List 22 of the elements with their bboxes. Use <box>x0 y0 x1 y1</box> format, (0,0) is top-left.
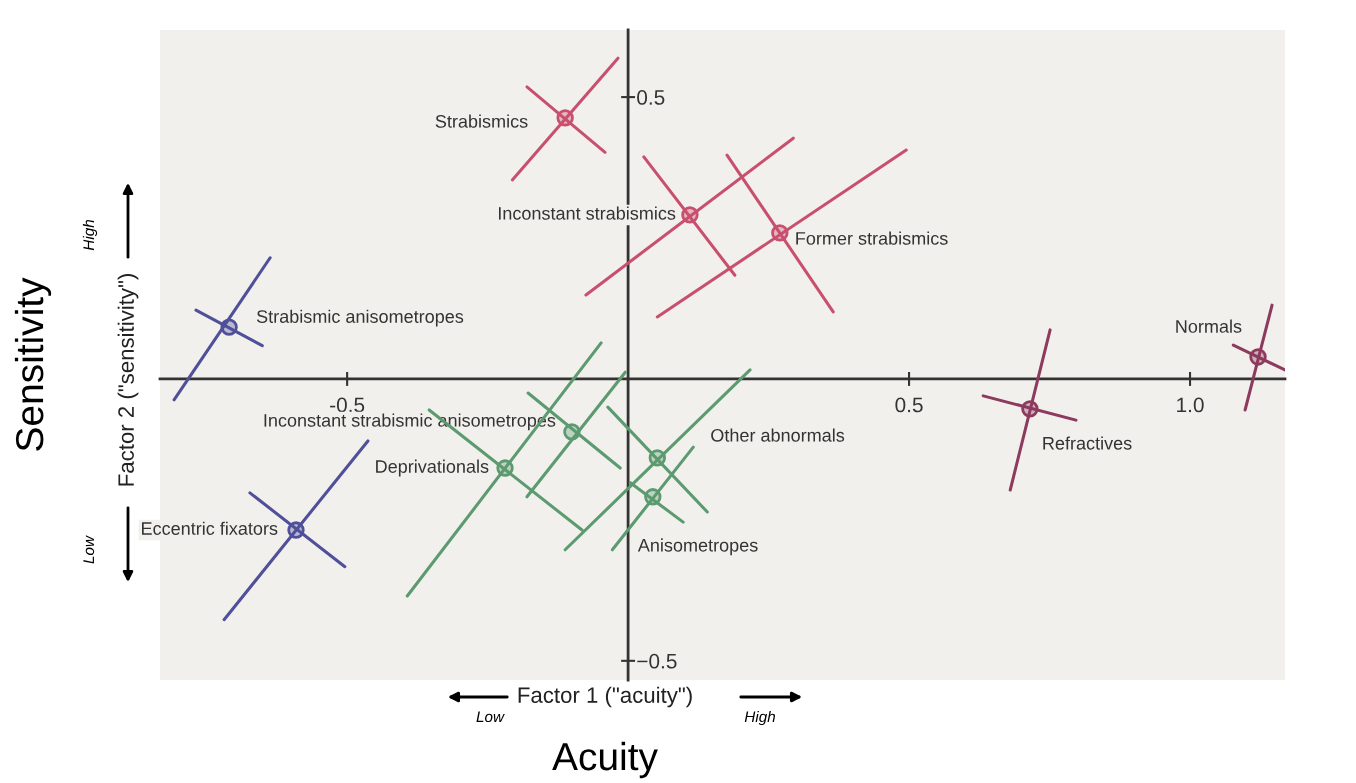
series-label: Strabismic anisometropes <box>256 309 464 327</box>
text: High <box>744 710 776 726</box>
x-tick-label: -0.5 <box>330 397 365 413</box>
series-label: Former strabismics <box>796 231 948 245</box>
x-tick-label: 0.5 <box>895 397 923 413</box>
text: Low <box>476 711 505 723</box>
series-label: Eccentric fixators <box>142 521 278 535</box>
x-axis-title: Factor 1 ("acuity") <box>518 686 692 708</box>
series-label: Normals <box>1176 319 1242 333</box>
series-label: Deprivationals <box>376 459 489 477</box>
text: High <box>82 219 98 251</box>
text: Sensitivity <box>14 277 52 451</box>
text: Acuity <box>552 741 658 779</box>
series-label: Refractives <box>1043 436 1132 450</box>
series-label: Strabismics <box>435 114 528 128</box>
series-label: Inconstant strabismics <box>498 206 676 220</box>
y-tick-label: −0.5 <box>637 653 677 669</box>
x-tick-label: 1.0 <box>1177 397 1204 413</box>
text: Other abnormals <box>711 428 845 442</box>
y-axis-title: Factor 2 ("sensitivity") <box>117 274 139 486</box>
text: Low <box>83 535 95 564</box>
text: Anisometropes <box>637 538 758 556</box>
